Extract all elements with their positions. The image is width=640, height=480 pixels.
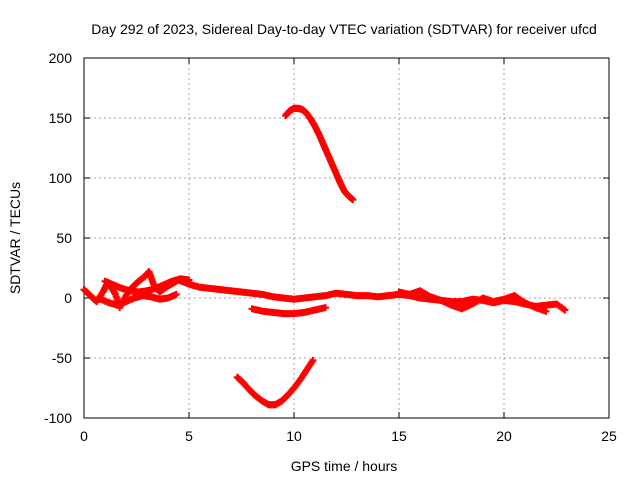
- x-tick-label: 20: [496, 428, 512, 444]
- y-axis: -100 -50 0 50 100 150 200: [44, 50, 609, 426]
- series-upper-arc: [282, 104, 357, 204]
- series-late-scatter: [395, 287, 550, 315]
- x-tick-label: 25: [601, 428, 617, 444]
- series-lower-band: [97, 290, 180, 309]
- series-mid-negative-arc: [248, 304, 329, 318]
- series-lower-arc: [233, 356, 317, 409]
- series-upper-loop: [101, 275, 193, 296]
- data-point: [349, 196, 357, 204]
- x-tick-label: 0: [80, 428, 88, 444]
- y-tick-label: 200: [49, 50, 73, 66]
- data-point: [561, 306, 569, 314]
- x-axis: 0 5 10 15 20 25: [80, 58, 617, 444]
- x-axis-label: GPS time / hours: [291, 458, 398, 474]
- x-tick-label: 10: [286, 428, 302, 444]
- y-tick-label: -100: [44, 410, 72, 426]
- data-point: [172, 290, 180, 298]
- data-point: [322, 304, 329, 312]
- y-tick-label: -50: [52, 350, 72, 366]
- data-point: [185, 276, 193, 284]
- y-tick-label: 150: [49, 110, 73, 126]
- grid-lines: [84, 58, 609, 418]
- y-axis-label: SDTVAR / TECUs: [7, 182, 23, 294]
- data-points: [80, 104, 569, 409]
- y-tick-label: 0: [64, 290, 72, 306]
- y-tick-label: 50: [56, 230, 72, 246]
- x-tick-label: 15: [391, 428, 407, 444]
- data-point: [542, 307, 550, 315]
- chart-title: Day 292 of 2023, Sidereal Day-to-day VTE…: [91, 21, 597, 37]
- data-point: [309, 356, 317, 364]
- x-tick-label: 5: [185, 428, 193, 444]
- y-tick-label: 100: [49, 170, 73, 186]
